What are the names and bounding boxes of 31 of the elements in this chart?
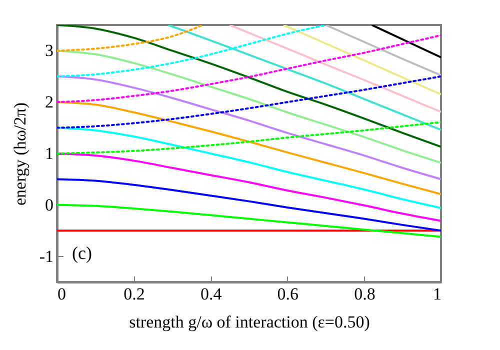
line-series (57, 25, 327, 78)
line-series (228, 25, 441, 113)
x-tick-label: 0.8 (354, 284, 376, 304)
line-series (57, 75, 441, 180)
line-series (57, 75, 441, 129)
annotation: (c) (72, 243, 92, 263)
line-series (57, 152, 441, 222)
line-series (324, 25, 441, 76)
line-series (57, 204, 441, 238)
x-tick-label: 1 (433, 284, 442, 304)
y-tick-label: 1 (45, 144, 54, 163)
y-tick-label: 0 (45, 195, 54, 214)
line-series (167, 25, 441, 131)
y-tick-label: 3 (45, 41, 54, 60)
y-tick-label: 2 (45, 92, 54, 112)
y-axis-title: energy (hω/2π) (10, 102, 30, 206)
line-series (282, 25, 441, 96)
x-tick-label: 0 (58, 284, 66, 304)
line-series (57, 126, 441, 209)
y-tick-label: -1 (39, 246, 54, 266)
line-series (57, 25, 204, 52)
line-series (57, 34, 441, 104)
line-series (57, 121, 441, 154)
x-tick-label: 0.4 (200, 284, 222, 304)
x-axis-title: strength g/ω of interaction (ε=0.50) (129, 312, 370, 332)
line-series (57, 25, 441, 148)
line-series (57, 178, 441, 232)
line-series (57, 50, 441, 164)
line-series (57, 101, 441, 196)
x-tick-label: 0.2 (124, 284, 145, 304)
x-tick-label: 0.6 (277, 284, 299, 304)
